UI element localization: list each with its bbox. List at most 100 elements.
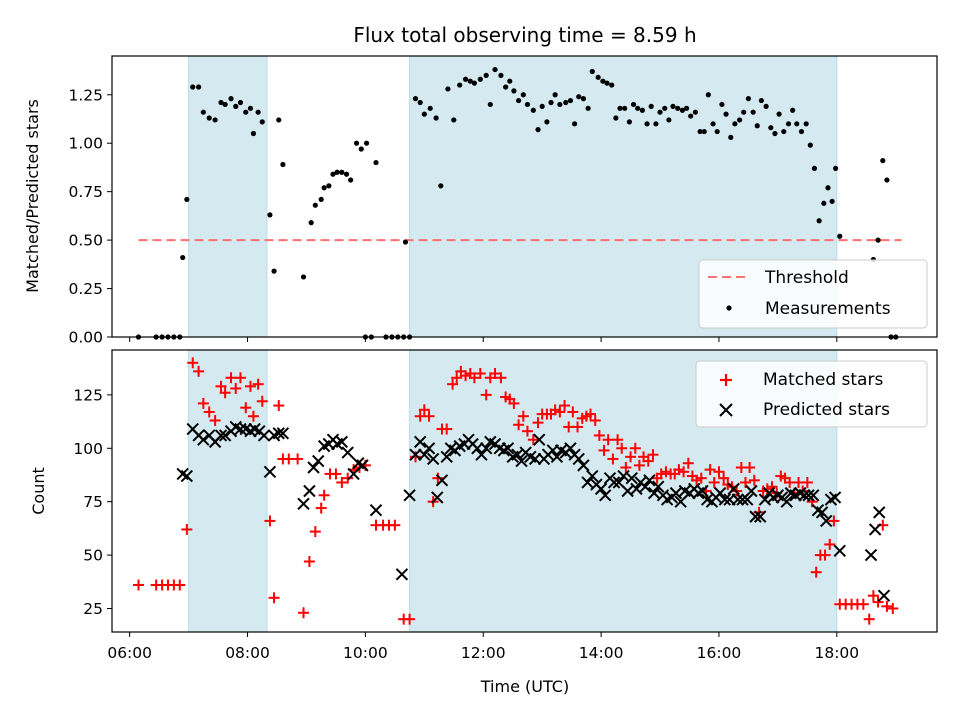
predicted-star-point [828,491,842,504]
matched-star-point [133,579,145,591]
measurement-point [507,78,513,84]
measurement-point [445,86,451,92]
measurement-point [580,96,587,102]
matched-star-point [225,372,237,384]
matched-star-point [857,598,869,610]
predicted-star-point [479,442,493,455]
matched-star-point [474,368,486,379]
matched-star-point [620,462,632,473]
matched-star-point [532,417,544,429]
chart-title: Flux total observing time = 8.59 h [353,23,696,47]
predicted-star-point [234,422,247,436]
measurement-point [576,94,582,100]
predicted-star-point [833,544,846,558]
matched-star-point [629,442,641,454]
matched-star-point [187,357,199,369]
matched-star-point [881,600,893,612]
predicted-star-point [272,427,285,440]
matched-star-point [292,453,304,465]
matched-star-point [256,395,268,407]
measurement-point [829,198,835,204]
matched-star-point [418,404,430,416]
measurement-point [520,92,526,98]
measurement-point [243,109,249,115]
measurement-point [589,68,595,75]
matched-star-point [695,472,707,484]
measurement-point [433,115,439,121]
predicted-star-point [418,448,431,461]
matched-star-point [451,372,463,384]
measurement-point [657,109,663,115]
measurement-point [259,119,265,125]
measurement-point [471,80,478,86]
predicted-star-point [877,589,891,602]
matched-star-point [633,459,645,471]
matched-star-point [678,466,690,478]
matched-star-point [567,406,579,418]
measurement-point [609,82,615,88]
matched-star-point [625,451,637,463]
predicted-star-point [696,484,709,498]
predicted-star-point [572,452,585,466]
measurement-point [585,105,591,111]
matched-star-point [554,406,566,418]
predicted-star-point [297,497,310,511]
measurement-point [692,109,698,115]
count-legend: Matched stars Predicted stars [695,360,928,428]
measurement-point [617,105,623,111]
matched-star-point [234,372,246,384]
matched-star-point [660,466,672,478]
measurement-point [768,125,774,131]
measurement-point [326,183,332,189]
matched-star-point [708,476,720,488]
measurement-point [247,105,254,111]
matched-star-point [863,613,875,625]
predicted-star-point [868,523,882,536]
predicted-star-point [625,471,638,485]
predicted-star-point [307,461,320,474]
matched-star-point [828,515,840,527]
matched-star-point [801,476,813,488]
matched-star-point [673,464,685,476]
legend-threshold-label: Threshold [764,268,849,288]
predicted-star-point [218,429,232,442]
measurement-point [300,274,307,280]
predicted-star-point [577,459,590,472]
matched-star-point [517,410,529,422]
measurement-point [622,105,628,111]
measurement-point [790,107,796,113]
y-tick-label: 125 [73,386,103,404]
matched-star-point [460,370,472,382]
measurement-point [648,103,654,109]
legend-predicted-swatch [719,403,733,417]
measurement-point [884,177,890,183]
measurement-point [417,99,423,106]
matched-star-point [508,397,520,409]
predicted-star-point [607,476,621,489]
measurement-point [233,103,239,109]
measurement-point [754,123,760,129]
measurement-point [412,96,419,102]
measurement-point [280,161,286,168]
measurement-point [180,254,186,261]
matched-star-point [867,590,879,602]
predicted-star-point [564,442,577,455]
matched-star-point [824,538,836,550]
matched-star-point [572,421,584,433]
predicted-star-point [312,454,325,468]
matched-star-point [691,474,703,486]
matched-star-point [318,489,330,501]
predicted-star-point [356,459,369,472]
predicted-star-point [395,568,409,581]
predicted-star-point [440,450,453,464]
matched-star-point [273,400,285,412]
predicted-star-point [731,493,745,506]
matched-star-point [819,549,831,561]
measurement-point [563,99,569,106]
measurement-point [880,158,886,164]
measurement-point [363,140,370,146]
predicted-star-point [180,469,194,483]
measurement-point [421,111,427,117]
measurement-point [503,84,509,90]
measurement-point [548,99,554,106]
